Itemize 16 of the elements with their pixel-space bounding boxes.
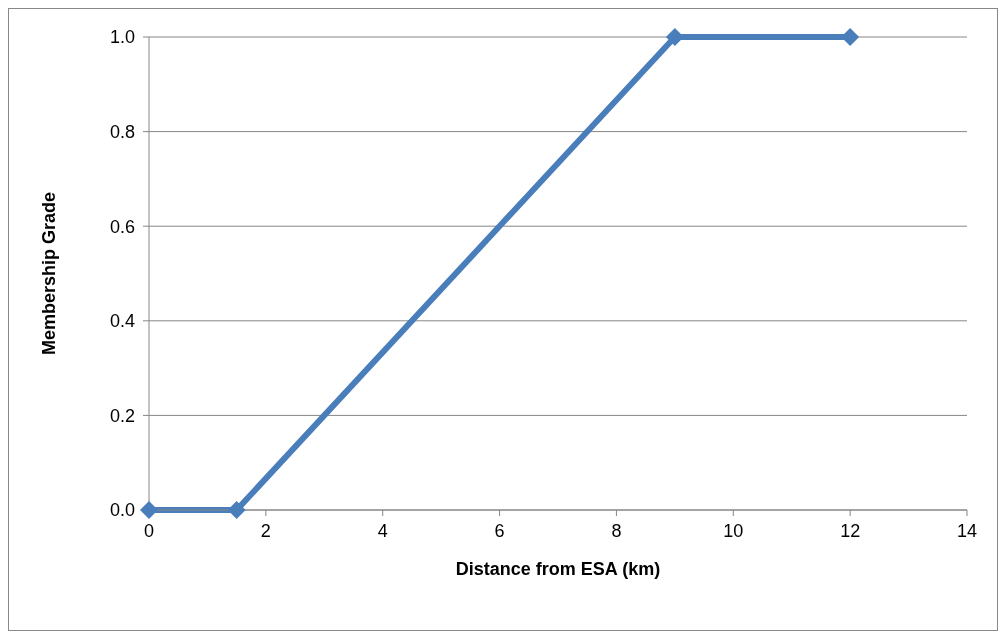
y-tick-label: 0.4 [109,311,135,332]
y-tick-label: 1.0 [109,27,135,48]
y-tick-label: 0.0 [109,500,135,521]
x-tick-label: 10 [723,520,744,541]
x-axis-title: Distance from ESA (km) [455,559,661,579]
x-tick-label: 0 [143,520,155,541]
y-tick-label: 0.8 [109,121,135,142]
x-tick-label: 6 [494,520,505,541]
y-axis-title: Membership Grade [39,191,60,356]
x-tick-label: 12 [840,520,861,541]
x-tick-label: 4 [377,520,388,541]
y-tick-label: 0.2 [109,405,135,426]
y-tick-label: 0.6 [109,216,135,237]
x-tick-label: 2 [260,520,271,541]
x-tick-label: 8 [611,520,622,541]
x-tick-label: 14 [956,520,978,541]
